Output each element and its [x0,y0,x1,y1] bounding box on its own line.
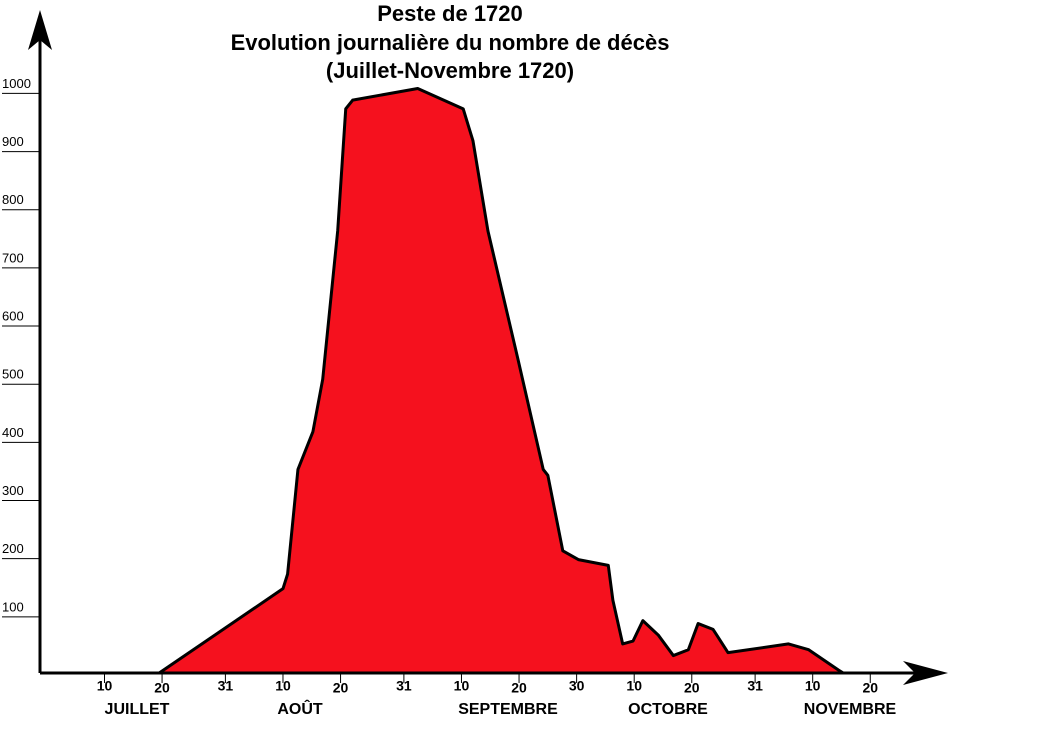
month-label: SEPTEMBRE [458,701,558,718]
chart-subtitle: (Juillet-Novembre 1720) [326,58,574,83]
x-tick-label: 10 [454,678,470,694]
y-tick-label: 600 [2,308,24,323]
y-tick-label: 200 [2,541,24,556]
x-tick-label: 10 [805,678,821,694]
x-tick-label: 20 [684,680,700,696]
x-tick-label: 20 [862,680,878,696]
month-label: NOVEMBRE [804,701,897,718]
x-tick-label: 30 [569,678,585,694]
y-tick-label: 700 [2,250,24,265]
x-tick-label: 10 [626,678,642,694]
x-tick-label: 31 [218,678,234,694]
y-tick-label: 400 [2,425,24,440]
x-tick-label: 20 [511,680,527,696]
y-tick-label: 300 [2,483,24,498]
month-label: JUILLET [105,701,170,718]
y-tick-label: 1000 [2,76,31,91]
x-tick-label: 10 [275,678,291,694]
x-tick-label: 20 [333,680,349,696]
x-tick-label: 31 [747,678,763,694]
month-label: AOÛT [277,699,323,718]
month-label: OCTOBRE [628,701,708,718]
y-tick-label: 500 [2,367,24,382]
x-tick-label: 20 [154,680,170,696]
y-tick-label: 800 [2,192,24,207]
chart-title: Peste de 1720 [377,1,523,26]
chart-subtitle: Evolution journalière du nombre de décès [231,30,670,55]
y-tick-label: 100 [2,599,24,614]
y-tick-label: 900 [2,134,24,149]
y-axis-arrow [28,10,52,50]
x-tick-label: 31 [396,678,412,694]
x-axis-arrow [903,661,948,685]
x-tick-label: 10 [97,678,113,694]
area [157,87,845,675]
